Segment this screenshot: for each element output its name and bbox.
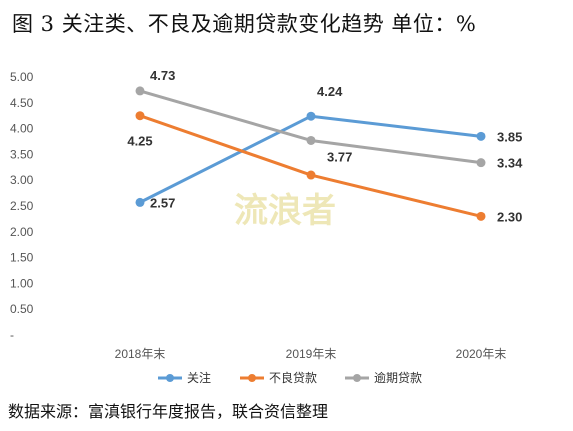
legend: 关注 不良贷款 逾期贷款: [158, 370, 422, 385]
series-line: [138, 114, 483, 204]
y-tick-label: 3.00: [10, 173, 34, 187]
data-point: [476, 211, 486, 221]
y-tick-label: 3.50: [10, 147, 34, 161]
series-line: [138, 89, 483, 165]
data-point: [135, 111, 145, 121]
data-point: [306, 135, 316, 145]
data-point: [306, 170, 316, 180]
data-label: 4.24: [317, 84, 343, 99]
data-point: [306, 111, 316, 121]
data-label: 4.25: [127, 134, 152, 149]
data-label: 3.85: [497, 129, 522, 144]
legend-label: 不良贷款: [269, 370, 317, 385]
legend-label: 逾期贷款: [374, 370, 422, 385]
x-tick-label: 2018年末: [115, 347, 166, 361]
data-point: [135, 197, 145, 207]
page-title: 图 3 关注类、不良及逾期贷款变化趋势 单位：%: [12, 12, 477, 36]
y-tick-label: 2.50: [10, 199, 34, 213]
legend-marker: [166, 374, 174, 382]
y-axis-ticks: 5.00 4.50 4.00 3.50 3.00 2.50 2.00 1.50 1.00 0.50…: [10, 70, 34, 342]
x-tick-label: 2019年末: [286, 347, 337, 361]
y-tick-label: 4.50: [10, 96, 34, 110]
data-labels: 2.57 4.24 3.85 4.25 2.30 4.73 3.77 3.34: [127, 68, 523, 224]
y-tick-label: 5.00: [10, 70, 34, 84]
legend-label: 关注: [187, 370, 211, 385]
legend-marker: [353, 374, 361, 382]
y-tick-label: 2.00: [10, 225, 34, 239]
data-point: [476, 131, 486, 141]
y-tick-label: 4.00: [10, 122, 34, 136]
y-tick-label: 1.00: [10, 276, 34, 290]
y-tick-label: 1.50: [10, 251, 34, 265]
data-label: 2.30: [497, 209, 522, 224]
y-tick-label: 0.50: [10, 302, 34, 316]
y-tick-label: -: [10, 328, 14, 342]
legend-marker: [248, 374, 256, 382]
source-note: 数据来源：富滇银行年度报告，联合资信整理: [8, 402, 329, 421]
data-label: 4.73: [150, 68, 175, 83]
series-points: [135, 86, 486, 221]
data-label: 2.57: [150, 195, 175, 210]
data-point: [135, 86, 145, 96]
data-label: 3.77: [327, 149, 352, 164]
x-tick-label: 2020年末: [456, 347, 507, 361]
watermark-text: 流浪者: [234, 191, 336, 231]
x-axis-ticks: 2018年末 2019年末 2020年末: [115, 347, 507, 361]
data-point: [476, 158, 486, 168]
data-label: 3.34: [497, 156, 523, 171]
